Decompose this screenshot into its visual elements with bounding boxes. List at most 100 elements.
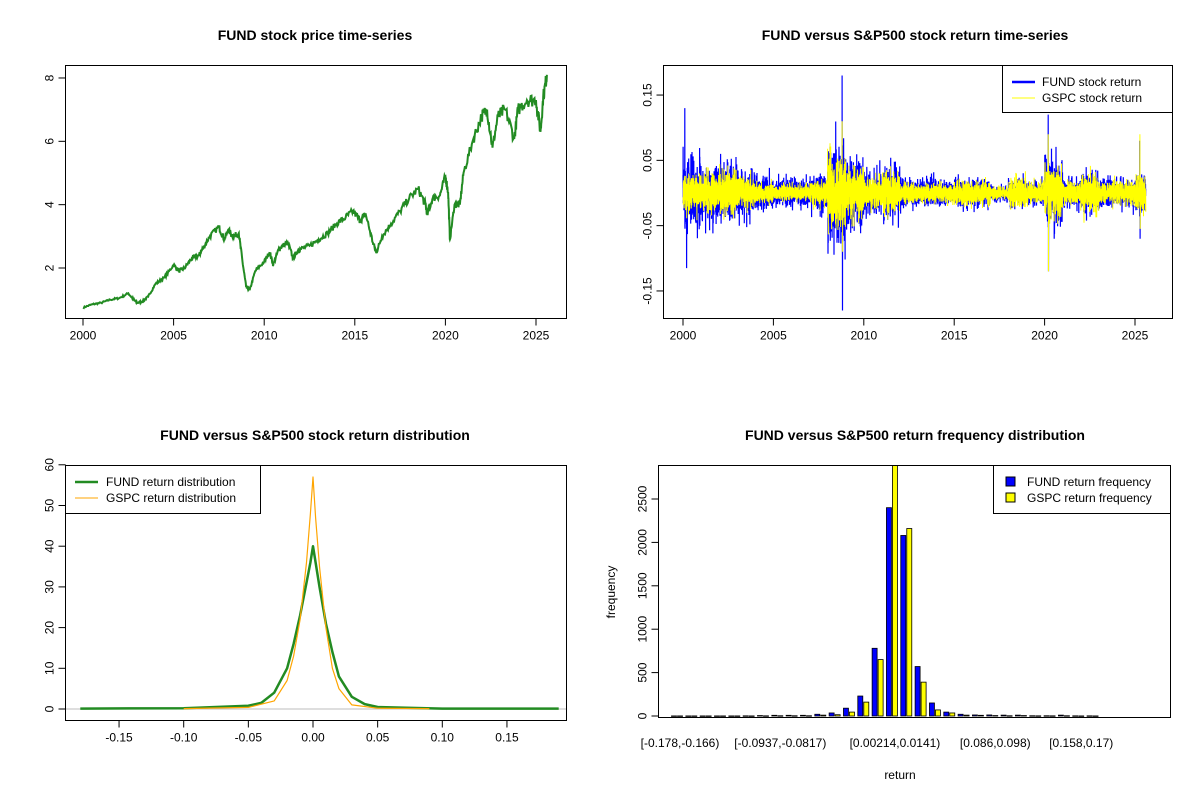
gspc-frequency-bar bbox=[1064, 715, 1070, 717]
fund-frequency-bar bbox=[972, 714, 978, 717]
price-x-tick-label: 2015 bbox=[341, 329, 368, 343]
fund-frequency-bar bbox=[857, 695, 864, 717]
histogram-legend-label: FUND return frequency bbox=[1027, 475, 1151, 489]
gspc-frequency-bar bbox=[748, 715, 755, 717]
histogram-y-tick-label: 1000 bbox=[636, 616, 650, 643]
fund-frequency-bar bbox=[814, 713, 821, 717]
fund-frequency-bar bbox=[714, 715, 720, 717]
return-x-tick-label: 2000 bbox=[670, 329, 697, 343]
gspc-frequency-bar bbox=[1006, 715, 1013, 717]
histogram-legend-box bbox=[993, 465, 1171, 514]
price-x-tick-label: 2005 bbox=[160, 329, 187, 343]
density-chart: FUND versus S&P500 stock return distribu… bbox=[43, 427, 567, 745]
density-chart-title: FUND versus S&P500 stock return distribu… bbox=[160, 427, 470, 443]
gspc-frequency-bar bbox=[763, 715, 769, 717]
fund-frequency-bar bbox=[871, 647, 878, 717]
gspc-frequency-bar bbox=[1078, 715, 1085, 717]
gspc-frequency-bar bbox=[720, 715, 726, 717]
gspc-frequency-bar bbox=[820, 714, 827, 717]
gspc-frequency-bar bbox=[677, 715, 683, 717]
fund-frequency-bar bbox=[800, 714, 806, 717]
fund-frequency-bar bbox=[699, 715, 706, 717]
fund-frequency-bar bbox=[828, 712, 835, 717]
histogram-y-tick-label: 500 bbox=[636, 662, 650, 682]
density-legend-label: GSPC return distribution bbox=[106, 491, 236, 505]
fund-frequency-bar bbox=[843, 707, 849, 717]
price-y-tick-label: 8 bbox=[43, 74, 57, 81]
price-line bbox=[82, 74, 548, 310]
return-y-tick-label: 0.05 bbox=[641, 148, 655, 172]
fund-frequency-bar bbox=[900, 535, 907, 717]
fund-frequency-bar bbox=[685, 715, 692, 717]
price-x-tick-label: 2025 bbox=[523, 329, 550, 343]
gspc-frequency-bar bbox=[1035, 715, 1042, 717]
density-y-tick-label: 0 bbox=[43, 705, 57, 712]
density-legend-box bbox=[65, 465, 261, 514]
return-legend-label: GSPC stock return bbox=[1042, 91, 1142, 105]
fund-frequency-bar bbox=[1000, 714, 1007, 717]
density-y-tick-label: 10 bbox=[43, 661, 57, 675]
histogram-legend: FUND return frequency GSPC return frequen… bbox=[993, 465, 1171, 514]
fund-frequency-bar bbox=[742, 715, 749, 717]
fund-frequency-bar bbox=[1043, 715, 1050, 717]
fund-frequency-bar bbox=[671, 715, 677, 717]
gspc-frequency-legend-swatch bbox=[1005, 492, 1016, 503]
gspc-frequency-bar bbox=[920, 681, 927, 717]
histogram-chart: FUND versus S&P500 return frequency dist… bbox=[604, 427, 1171, 782]
histogram-category-label: [0.00214,0.0141) bbox=[850, 736, 941, 750]
gspc-frequency-bar bbox=[906, 528, 913, 717]
density-x-tick-label: 0.15 bbox=[495, 731, 519, 745]
density-y-tick-label: 60 bbox=[43, 458, 57, 472]
price-y-tick-label: 2 bbox=[43, 264, 57, 271]
price-x-tick-label: 2010 bbox=[251, 329, 278, 343]
fund-frequency-bar bbox=[1015, 714, 1021, 717]
density-x-tick-label: -0.05 bbox=[235, 731, 263, 745]
fund-frequency-bar bbox=[986, 714, 993, 717]
histogram-y-tick-label: 2000 bbox=[636, 529, 650, 556]
return-y-tick-label: 0.15 bbox=[641, 83, 655, 107]
return-y-tick-label: -0.15 bbox=[641, 277, 655, 305]
density-y-tick-label: 50 bbox=[43, 499, 57, 513]
return-x-tick-label: 2005 bbox=[760, 329, 787, 343]
return-x-tick-label: 2020 bbox=[1031, 329, 1058, 343]
histogram-y-tick-label: 2500 bbox=[636, 485, 650, 512]
price-x-tick-label: 2020 bbox=[432, 329, 459, 343]
gspc-frequency-bar bbox=[935, 709, 941, 717]
density-x-tick-label: -0.15 bbox=[105, 731, 133, 745]
gspc-frequency-bar bbox=[734, 715, 741, 717]
histogram-category-label: [0.158,0.17) bbox=[1049, 736, 1113, 750]
price-y-tick-label: 4 bbox=[43, 201, 57, 208]
gspc-return-line bbox=[682, 121, 1147, 272]
density-x-tick-label: 0.05 bbox=[366, 731, 390, 745]
return-legend: FUND stock return GSPC stock return bbox=[1002, 65, 1173, 113]
density-y-tick-label: 30 bbox=[43, 580, 57, 594]
gspc-frequency-bar bbox=[992, 715, 999, 717]
density-x-tick-label: 0.10 bbox=[431, 731, 455, 745]
price-y-tick-label: 6 bbox=[43, 138, 57, 145]
density-y-tick-label: 40 bbox=[43, 539, 57, 553]
fund-frequency-bar bbox=[1072, 715, 1079, 717]
gspc-frequency-bar bbox=[777, 715, 784, 717]
return-chart: FUND versus S&P500 stock return time-ser… bbox=[641, 27, 1173, 343]
gspc-frequency-bar bbox=[892, 466, 898, 717]
return-x-tick-label: 2010 bbox=[850, 329, 877, 343]
histogram-y-tick-label: 0 bbox=[636, 712, 650, 719]
histogram-chart-title: FUND versus S&P500 return frequency dist… bbox=[745, 427, 1085, 443]
fund-frequency-bar bbox=[757, 715, 763, 717]
gspc-frequency-bar bbox=[1092, 715, 1099, 717]
return-chart-title: FUND versus S&P500 stock return time-ser… bbox=[762, 27, 1069, 43]
density-y-tick-label: 20 bbox=[43, 621, 57, 635]
return-x-tick-label: 2015 bbox=[941, 329, 968, 343]
return-legend-box bbox=[1002, 65, 1173, 113]
gspc-frequency-bar bbox=[1021, 715, 1027, 717]
histogram-category-label: [-0.178,-0.166) bbox=[641, 736, 720, 750]
gspc-frequency-bar bbox=[863, 701, 870, 717]
fund-frequency-bar bbox=[1086, 715, 1093, 717]
density-legend: FUND return distribution GSPC return dist… bbox=[65, 465, 261, 514]
gspc-frequency-bar bbox=[834, 714, 841, 717]
fund-frequency-bar bbox=[785, 714, 792, 717]
histogram-y-tick-label: 1500 bbox=[636, 572, 650, 599]
density-x-tick-label: 0.00 bbox=[301, 731, 325, 745]
histogram-legend-label: GSPC return frequency bbox=[1027, 491, 1152, 505]
